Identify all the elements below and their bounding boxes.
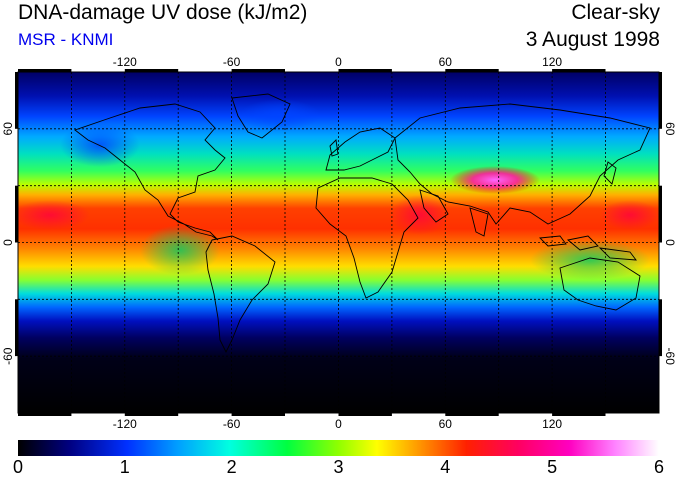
date-label: 3 August 1998	[525, 28, 660, 51]
lon-tick-top-4: 60	[439, 55, 453, 69]
colorbar-label-3: 3	[333, 457, 344, 477]
lat-tick-left-2: 0	[1, 239, 15, 246]
colorbar-label-2: 2	[226, 457, 237, 477]
lon-tick-top-1: -120	[113, 55, 137, 69]
lon-tick-bottom-5: 120	[542, 417, 562, 431]
source-label: MSR - KNMI	[18, 30, 114, 49]
colorbar-label-6: 6	[653, 457, 664, 477]
colorbar-label-5: 5	[547, 457, 558, 477]
colorbar-label-1: 1	[119, 457, 130, 477]
colorbar	[18, 440, 659, 456]
sky-condition-label: Clear-sky	[571, 1, 660, 24]
lon-tick-bottom-2: -60	[223, 417, 241, 431]
lon-tick-bottom-4: 60	[439, 417, 453, 431]
coastlines	[74, 93, 651, 354]
lon-tick-top-2: -60	[223, 55, 241, 69]
lon-tick-bottom-1: -120	[113, 417, 137, 431]
lat-tick-left-3: -60	[1, 347, 15, 365]
map-title: DNA-damage UV dose (kJ/m2)	[18, 1, 308, 24]
lon-tick-top-3: 0	[335, 55, 342, 69]
colorbar-label-4: 4	[440, 457, 451, 477]
lon-tick-top-5: 120	[542, 55, 562, 69]
lat-tick-right-3: -60	[663, 348, 677, 366]
graticule	[18, 72, 659, 413]
lat-tick-right-1: 60	[663, 122, 677, 136]
lat-tick-left-1: 60	[1, 122, 15, 136]
lat-tick-right-2: 0	[663, 239, 677, 246]
lon-tick-bottom-3: 0	[335, 417, 342, 431]
colorbar-label-0: 0	[12, 457, 23, 477]
